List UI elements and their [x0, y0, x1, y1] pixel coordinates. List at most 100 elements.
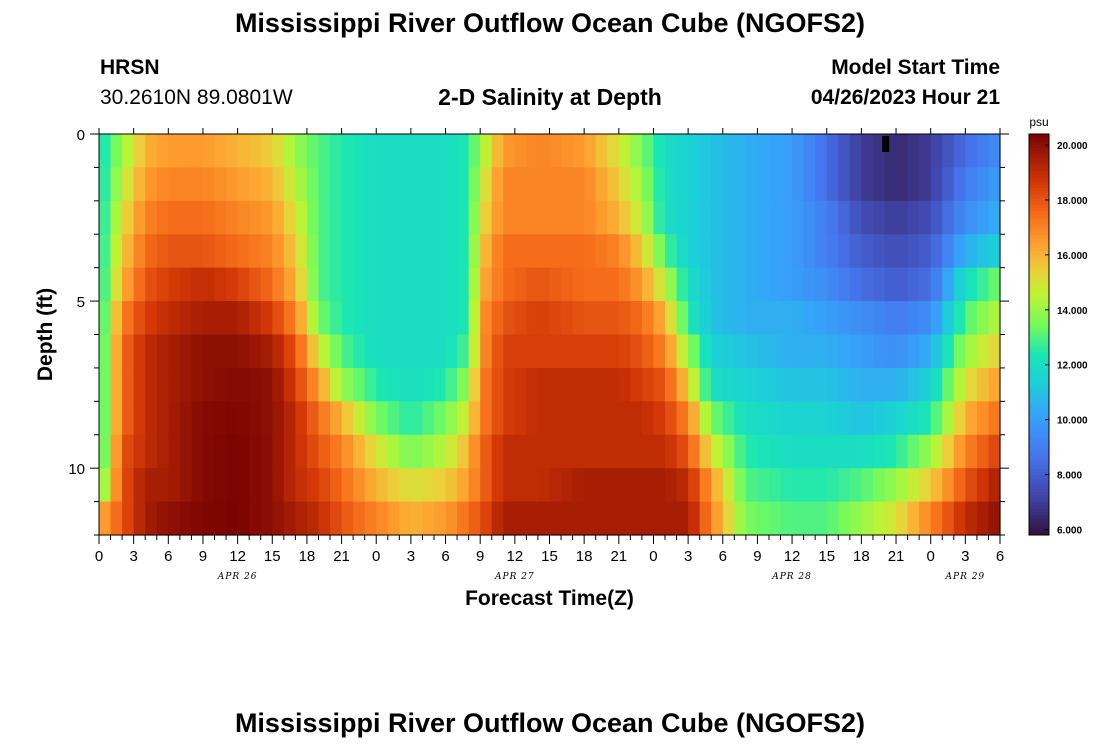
heatmap-cell: [953, 401, 966, 436]
heatmap-cell: [491, 367, 504, 402]
heatmap-cell: [780, 167, 793, 202]
heatmap-cell: [653, 234, 666, 269]
heatmap-cell: [468, 267, 481, 302]
heatmap-cell: [561, 468, 574, 503]
heatmap-cell: [549, 501, 562, 536]
heatmap-cell: [433, 134, 447, 169]
heatmap-cell: [341, 301, 354, 336]
heatmap-cell: [965, 234, 978, 269]
heatmap-cell: [803, 468, 816, 503]
heatmap-cell: [214, 401, 227, 436]
heatmap-cell: [907, 167, 920, 202]
y-tick-label: 5: [77, 294, 85, 311]
heatmap-cell: [907, 200, 920, 235]
heatmap-cell: [249, 301, 262, 336]
heatmap-cell: [306, 401, 320, 436]
heatmap-cell: [861, 367, 874, 402]
heatmap-cell: [896, 434, 909, 469]
heatmap-cell: [838, 434, 851, 469]
heatmap-cell: [295, 468, 308, 503]
heatmap-cell: [179, 401, 193, 436]
colorbar-segment: [1029, 267, 1049, 272]
heatmap-cell: [584, 334, 597, 369]
x-axis-title: Forecast Time(Z): [465, 587, 634, 610]
heatmap-cell: [653, 367, 666, 402]
heatmap-cell: [826, 267, 839, 302]
x-tick-label: 12: [784, 548, 801, 565]
colorbar-segment: [1029, 531, 1049, 536]
heatmap-cell: [872, 167, 886, 202]
heatmap-cell: [584, 234, 597, 269]
heatmap-cell: [156, 200, 169, 235]
heatmap-cell: [191, 501, 204, 536]
heatmap-cell: [156, 468, 169, 503]
heatmap-cell: [757, 401, 770, 436]
heatmap-cell: [699, 334, 712, 369]
colorbar-segment: [1029, 291, 1049, 295]
heatmap-cell: [537, 434, 551, 469]
heatmap-cell: [930, 167, 943, 202]
heatmap-cell: [457, 301, 470, 336]
heatmap-cell: [526, 234, 539, 269]
heatmap-cell: [803, 434, 816, 469]
heatmap-cell: [179, 167, 193, 202]
heatmap-cell: [861, 200, 874, 235]
heatmap-cell: [422, 167, 435, 202]
heatmap-cell: [861, 401, 874, 436]
colorbar-segment: [1029, 357, 1049, 362]
heatmap-cell: [711, 367, 724, 402]
heatmap-cell: [734, 167, 747, 202]
heatmap-cell: [387, 367, 400, 402]
heatmap-cell: [133, 501, 146, 536]
heatmap-cell: [249, 468, 262, 503]
heatmap-cell: [988, 401, 1001, 436]
heatmap-cell: [433, 468, 447, 503]
heatmap-cell: [457, 234, 470, 269]
heatmap-cell: [399, 334, 412, 369]
heatmap-cell: [330, 267, 343, 302]
heatmap-cell: [722, 367, 735, 402]
heatmap-cell: [653, 401, 666, 436]
heatmap-cell: [803, 234, 816, 269]
current-time-marker: [882, 136, 890, 152]
colorbar-segment: [1029, 491, 1049, 496]
heatmap-cell: [468, 401, 481, 436]
heatmap-cell: [318, 134, 331, 169]
heatmap-cell: [699, 167, 712, 202]
colorbar-segment: [1029, 528, 1049, 533]
heatmap-cell: [433, 267, 447, 302]
heatmap-cell: [491, 401, 504, 436]
heatmap-cell: [353, 200, 366, 235]
heatmap-cell: [468, 367, 481, 402]
heatmap-cell: [630, 301, 643, 336]
heatmap-cell: [976, 401, 990, 436]
heatmap-cell: [757, 167, 770, 202]
heatmap-cell: [653, 334, 666, 369]
heatmap-cell: [122, 501, 135, 536]
heatmap-cell: [168, 200, 181, 235]
heatmap-cell: [607, 468, 620, 503]
heatmap-cell: [849, 200, 862, 235]
heatmap-cell: [122, 434, 135, 469]
colorbar-segment: [1029, 367, 1049, 372]
heatmap-cell: [653, 501, 666, 536]
heatmap-cell: [872, 468, 886, 503]
heatmap-cell: [480, 501, 493, 536]
heatmap-cell: [537, 401, 551, 436]
heatmap-cell: [364, 501, 377, 536]
heatmap-cell: [318, 167, 331, 202]
heatmap-cell: [341, 167, 354, 202]
heatmap-cell: [260, 134, 273, 169]
colorbar-segment: [1029, 184, 1049, 188]
heatmap-cell: [641, 334, 655, 369]
heatmap-cell: [699, 200, 712, 235]
heatmap-cell: [457, 401, 470, 436]
heatmap-cell: [757, 234, 770, 269]
heatmap-cell: [283, 234, 296, 269]
heatmap-cell: [191, 367, 204, 402]
heatmap-cell: [468, 234, 481, 269]
heatmap-cell: [260, 501, 273, 536]
heatmap-cell: [849, 468, 862, 503]
heatmap-cell: [630, 434, 643, 469]
heatmap-cell: [630, 401, 643, 436]
